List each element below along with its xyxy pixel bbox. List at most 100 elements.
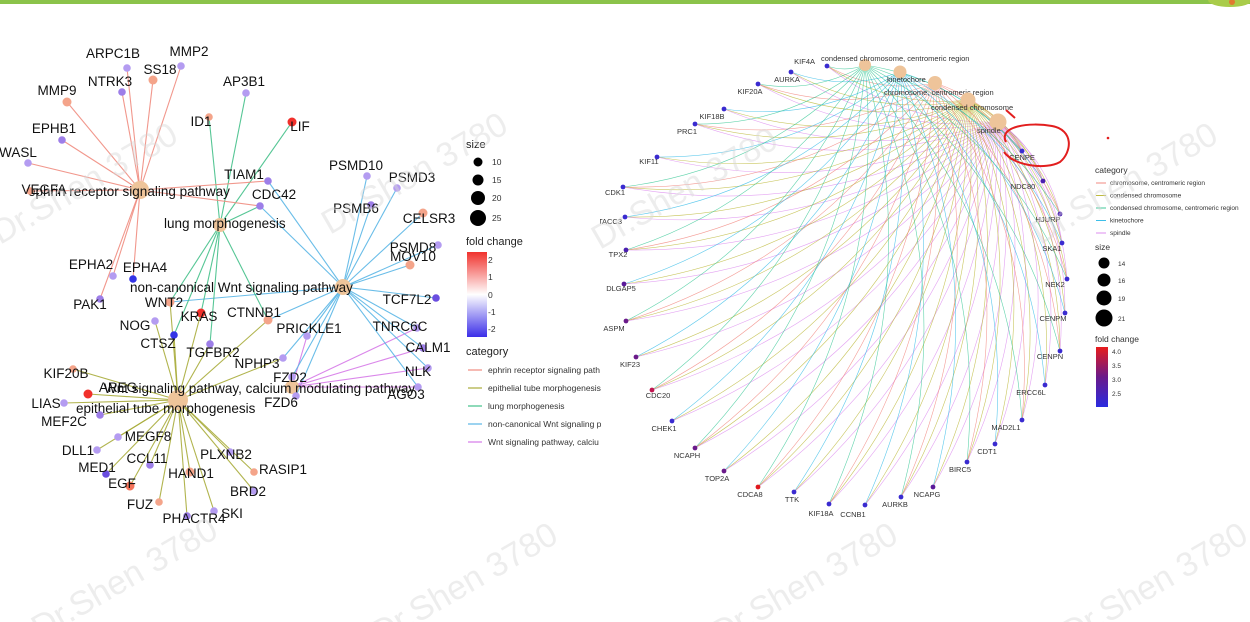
gene-label-kif18b: KIF18B xyxy=(699,112,724,121)
edge-wasl xyxy=(27,162,141,191)
gene-label-ttk: TTK xyxy=(785,495,799,504)
left-legend: size 10 15 20 25 fold change 2 1 0 -1 -2 xyxy=(466,139,602,447)
gene-label-psmd8: PSMD8 xyxy=(390,240,437,255)
edge-nlk xyxy=(291,367,429,388)
gene-label-wasl: WASL xyxy=(0,145,37,160)
right-fc-tick: 3.0 xyxy=(1112,377,1121,384)
edge-kif18a xyxy=(828,82,939,505)
edge-birc5 xyxy=(966,99,1001,463)
edge-cenpn xyxy=(864,64,1061,352)
gene-label-mmp9: MMP9 xyxy=(37,83,76,98)
left-cnet-plot: ephrin receptor signaling pathway epithel… xyxy=(0,44,602,526)
gene-label-nlk: NLK xyxy=(405,364,431,379)
gene-label-pak1: PAK1 xyxy=(73,297,107,312)
gene-node-ncapg xyxy=(930,484,936,490)
legend-category-condensed-chromosome: condensed chromosome xyxy=(1110,193,1182,200)
edge-fuz xyxy=(158,399,179,503)
legend-size-circle xyxy=(1095,309,1113,327)
edge-nphp3 xyxy=(282,286,344,359)
gene-node-cdt1 xyxy=(992,441,998,447)
gene-label-psmb6: PSMB6 xyxy=(333,201,379,216)
edge-egf xyxy=(129,399,179,487)
right-legend-fc-title: fold change xyxy=(1095,334,1139,344)
edge-birc5 xyxy=(934,82,988,463)
gene-label-lias: LIAS xyxy=(31,396,60,411)
gene-label-ap3b1: AP3B1 xyxy=(223,74,265,89)
gene-label-ercc6l: ERCC6L xyxy=(1016,388,1046,397)
right-legend-category-title: category xyxy=(1095,165,1128,175)
edge-tpx2 xyxy=(625,82,936,251)
gene-node-ccnb1 xyxy=(862,502,868,508)
gene-node-kif11 xyxy=(654,154,660,160)
edge-ski xyxy=(177,399,215,512)
gene-label-aurka: AURKA xyxy=(774,75,800,84)
edge-kif18a xyxy=(828,64,889,505)
edge-cdc42 xyxy=(139,189,261,207)
edge-ncaph xyxy=(694,64,866,449)
gene-node-mef2c xyxy=(96,411,104,419)
edge-cdt1 xyxy=(899,71,999,445)
right-fc-tick: 3.5 xyxy=(1112,363,1121,370)
edge-cdc42 xyxy=(219,205,261,226)
edge-ccnb1 xyxy=(864,71,924,506)
edge-rasip1 xyxy=(177,399,255,473)
gene-node-plxnb2 xyxy=(226,448,234,456)
gene-node-lias xyxy=(60,399,68,407)
gene-node-mad2l1 xyxy=(1019,417,1025,423)
edge-tacc3 xyxy=(624,71,901,218)
edge-cenpe xyxy=(864,64,1023,152)
hub-label-wnt-signaling-pathway-calcium-modulating-pathway: Wnt signaling pathway, calcium modulatin… xyxy=(104,381,415,396)
edge-kif18b xyxy=(723,71,901,113)
edge-fzd2 xyxy=(291,286,344,378)
edge-cenpe xyxy=(934,82,1023,152)
gene-label-mef2c: MEF2C xyxy=(41,414,87,429)
gene-node-pak1 xyxy=(96,295,104,303)
gene-label-prickle1: PRICKLE1 xyxy=(276,321,341,336)
edge-cdk1 xyxy=(622,82,936,188)
edge-mov10 xyxy=(342,264,411,288)
corner-logo-icon xyxy=(1208,0,1250,7)
gene-label-nog: NOG xyxy=(120,318,151,333)
gene-label-birc5: BIRC5 xyxy=(949,465,971,474)
gene-node-psmb6 xyxy=(367,201,375,209)
right-hubs: condensed chromosome, centromeric region… xyxy=(821,54,1013,135)
edge-mad2l1 xyxy=(864,64,1023,421)
gene-node-dlgap5 xyxy=(621,281,627,287)
gene-label-kif23: KIF23 xyxy=(620,360,640,369)
gene-label-hand1: HAND1 xyxy=(168,466,214,481)
gene-label-chek1: CHEK1 xyxy=(651,424,676,433)
gene-label-kif18a: KIF18A xyxy=(808,509,833,518)
edge-celsr3 xyxy=(342,212,424,288)
edge-cdk1 xyxy=(622,99,969,191)
left-size-label: 15 xyxy=(492,175,502,185)
edge-kif20b xyxy=(72,368,179,401)
edge-hjurp xyxy=(967,99,1061,215)
gene-node-dll1 xyxy=(93,446,101,454)
gene-label-vegfa: VEGFA xyxy=(21,182,66,197)
gene-node-ago3 xyxy=(414,383,422,391)
edge-chek1 xyxy=(671,121,999,422)
edge-aurkb xyxy=(864,64,925,498)
edge-tgfbr2 xyxy=(177,343,211,401)
gene-label-tpx2: TPX2 xyxy=(609,250,628,259)
edge-cenpn xyxy=(997,121,1062,352)
gene-label-ndc80: NDC80 xyxy=(1011,182,1036,191)
hub-lung-morphogenesis xyxy=(213,218,227,232)
edge-nog xyxy=(154,320,179,401)
gene-node-fuz xyxy=(155,498,163,506)
gene-node-cenpm xyxy=(1062,310,1068,316)
top-accent-bar xyxy=(0,0,1250,4)
left-fc-colorbar xyxy=(467,252,487,337)
gene-node-arpc1b xyxy=(123,64,131,72)
gene-node-rasip1 xyxy=(250,468,258,476)
gene-node-areg xyxy=(83,389,93,399)
gene-node-cdca8 xyxy=(755,484,761,490)
gene-node-kif23 xyxy=(633,354,639,360)
legend-size-circle xyxy=(472,174,484,186)
edge-mef2c xyxy=(99,399,179,416)
left-size-label: 20 xyxy=(492,193,502,203)
gene-node-kif18b xyxy=(721,106,727,112)
gene-node-top2a xyxy=(721,468,727,474)
edge-tiam1 xyxy=(139,180,269,191)
hub-label-non-canonical-wnt-signaling-pathway: non-canonical Wnt signaling pathway xyxy=(130,280,353,295)
